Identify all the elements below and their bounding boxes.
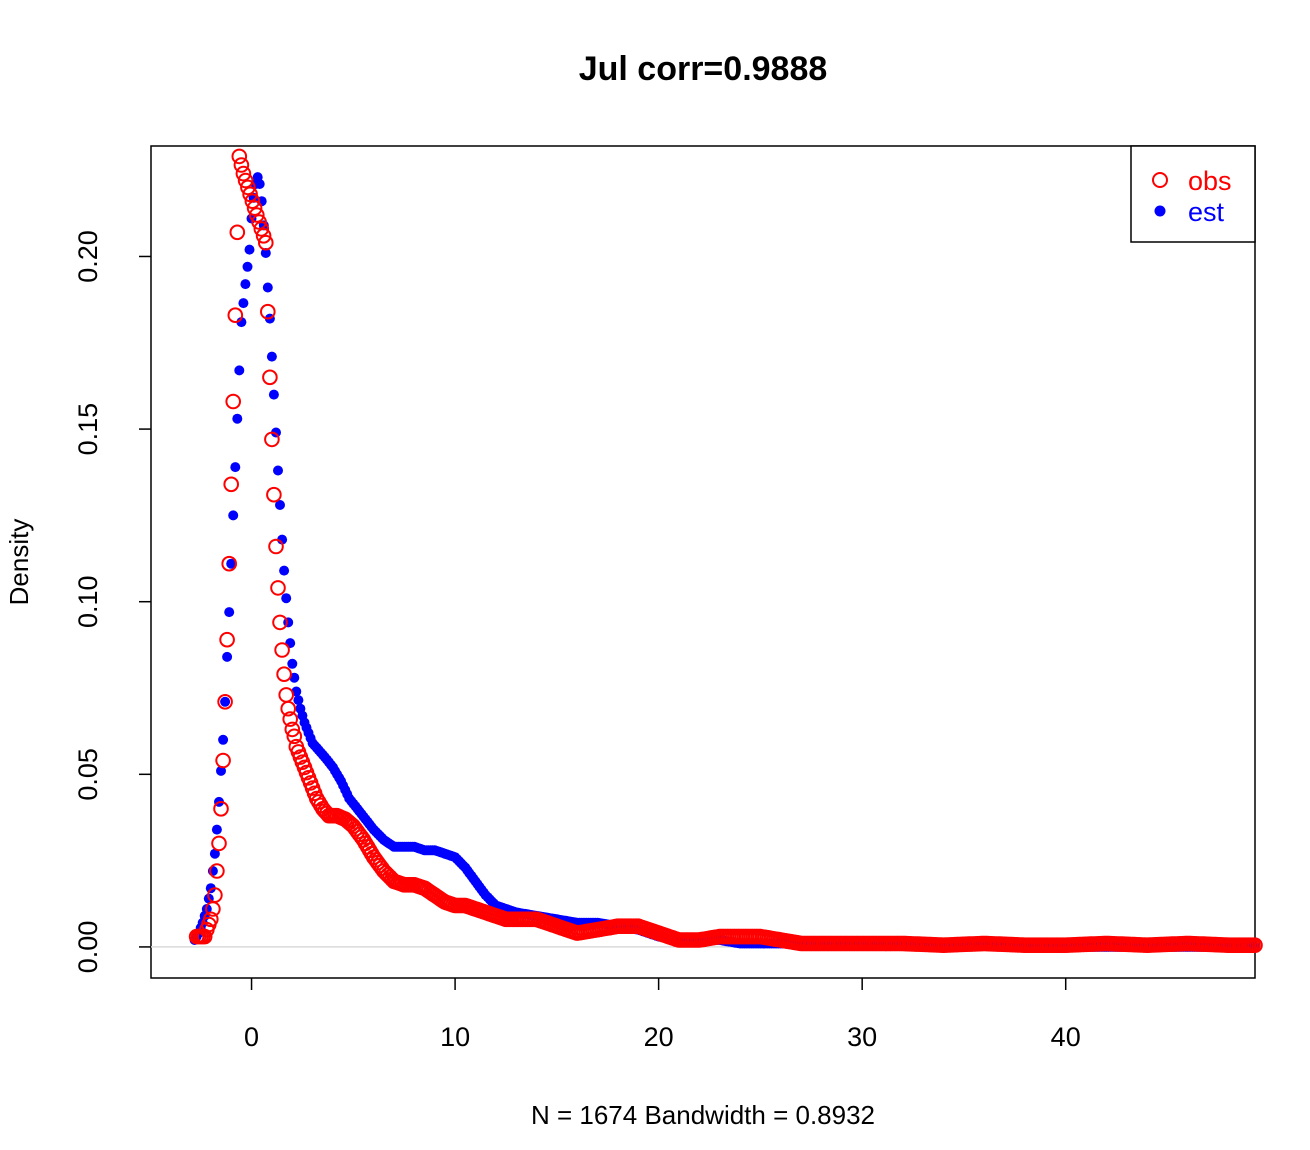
obs-point	[237, 172, 254, 189]
est-point	[287, 658, 298, 669]
obs-point	[246, 200, 263, 216]
est-point	[222, 651, 233, 662]
y-tick-label: 0.00	[73, 921, 103, 974]
est-point	[244, 244, 255, 255]
y-axis-label: Density	[4, 519, 34, 606]
est-point	[260, 248, 271, 258]
obs-point	[240, 179, 256, 196]
obs-point	[260, 303, 276, 320]
est-point	[271, 427, 281, 438]
x-tick-label: 20	[644, 1022, 674, 1052]
legend-obs-label: obs	[1188, 166, 1232, 196]
obs-point	[227, 307, 244, 324]
y-axis: 0.00 0.05 0.10 0.15 0.20	[73, 230, 151, 973]
obs-point	[221, 555, 237, 572]
est-point	[254, 179, 265, 189]
est-point	[236, 317, 247, 328]
obs-point	[278, 687, 295, 703]
obs-point	[229, 224, 246, 241]
obs-point	[231, 148, 248, 165]
legend: obs est	[1130, 145, 1256, 243]
est-point	[224, 607, 235, 618]
est-point	[242, 261, 253, 272]
est-point	[232, 413, 243, 424]
est-point	[281, 593, 292, 604]
obs-point	[264, 431, 280, 448]
obs-point	[282, 711, 299, 727]
obs-point	[272, 614, 288, 631]
legend-est-label: est	[1188, 197, 1225, 227]
obs-point	[284, 721, 301, 738]
est-point	[240, 279, 251, 290]
plot-frame	[150, 145, 1256, 979]
est-point	[211, 824, 222, 835]
obs-point	[274, 642, 290, 658]
legend-obs-marker	[1152, 172, 1168, 188]
obs-point	[248, 207, 265, 223]
obs-point	[203, 911, 219, 928]
x-tick-label: 30	[847, 1022, 877, 1052]
obs-point	[253, 221, 270, 237]
legend-est-marker	[1154, 205, 1166, 217]
legend-box	[1130, 145, 1256, 243]
obs-point	[268, 538, 284, 555]
obs-point	[266, 486, 282, 503]
est-point	[218, 734, 229, 745]
x-tick-label: 10	[440, 1022, 470, 1052]
obs-point	[280, 700, 297, 717]
est-point	[234, 365, 245, 376]
est-point	[220, 696, 231, 707]
est-point	[285, 638, 296, 649]
obs-point	[215, 752, 231, 769]
est-point	[275, 500, 285, 510]
est-point	[228, 510, 239, 521]
obs-point	[217, 694, 233, 710]
obs-point	[1247, 937, 1263, 954]
obs-point	[211, 835, 227, 852]
obs-point	[235, 165, 252, 182]
est-point	[273, 465, 283, 476]
y-tick-label: 0.05	[73, 748, 103, 801]
est-point	[230, 462, 241, 473]
x-axis: 0 10 20 30 40	[244, 978, 1081, 1052]
x-axis-label: N = 1674 Bandwidth = 0.8932	[531, 1100, 875, 1130]
series-obs	[188, 148, 1263, 954]
y-tick-label: 0.15	[73, 403, 103, 456]
series-layer	[188, 148, 1263, 954]
y-tick-label: 0.10	[73, 575, 103, 628]
obs-point	[225, 393, 241, 410]
obs-point	[286, 728, 303, 745]
est-point	[238, 298, 249, 309]
obs-point	[233, 157, 250, 173]
est-point	[262, 282, 273, 293]
obs-point	[276, 666, 292, 683]
est-point	[226, 558, 237, 569]
obs-point	[209, 863, 225, 879]
obs-point	[251, 214, 267, 230]
est-point	[266, 351, 277, 362]
chart-title: Jul corr=0.9888	[579, 50, 828, 88]
est-point	[205, 883, 216, 894]
obs-point	[223, 476, 239, 493]
obs-point	[242, 186, 258, 203]
est-point	[209, 848, 220, 859]
est-point	[216, 765, 226, 776]
obs-point	[258, 234, 274, 251]
est-point	[277, 534, 288, 545]
obs-point	[219, 631, 235, 648]
y-tick-label: 0.20	[73, 230, 103, 283]
obs-point	[262, 369, 278, 386]
est-point	[279, 565, 290, 576]
est-point	[293, 695, 304, 706]
obs-point	[270, 580, 286, 596]
obs-point	[207, 887, 223, 903]
x-tick-label: 40	[1051, 1022, 1081, 1052]
obs-point	[213, 801, 229, 817]
x-tick-label: 0	[244, 1022, 259, 1052]
series-est	[189, 172, 1260, 952]
obs-point	[244, 193, 261, 209]
obs-point	[255, 228, 272, 244]
est-point	[268, 389, 279, 400]
